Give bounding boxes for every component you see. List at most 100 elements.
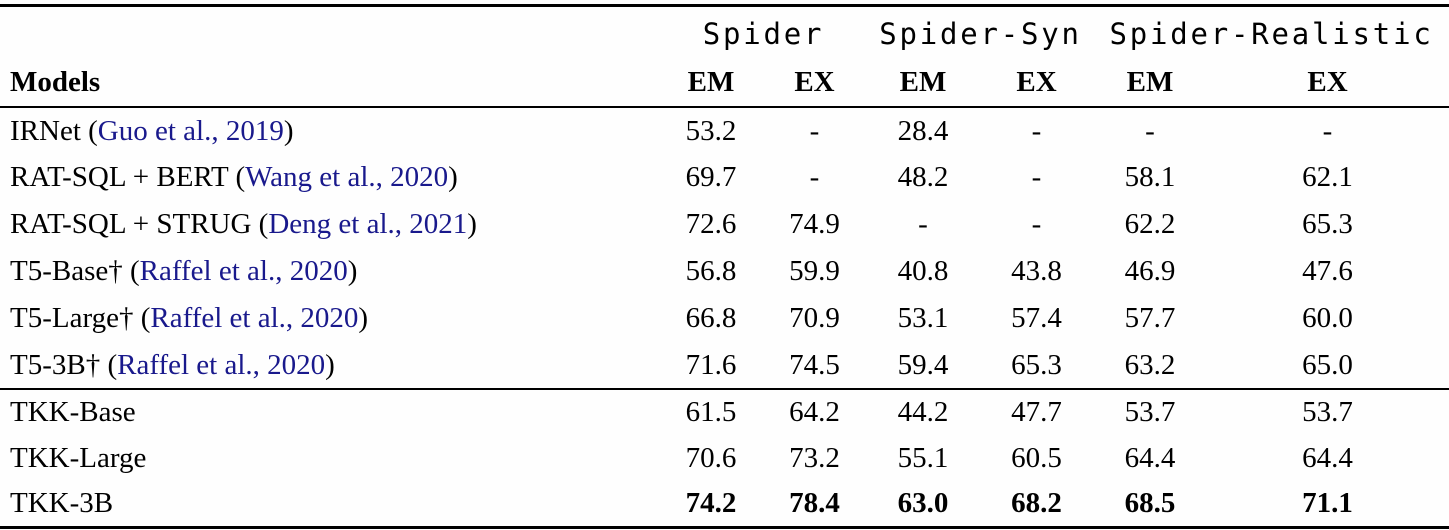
metric-value: 55.1 <box>897 441 949 474</box>
benchmark-group-header-row: Spider Spider-Syn Spider-Realistic <box>0 6 1449 54</box>
metric-value: 46.9 <box>1124 255 1176 287</box>
metric-value: - <box>1031 208 1042 240</box>
column-header-row: Models EM EX EM EX EM EX <box>0 53 1449 108</box>
model-name-cell: IRNet (Guo et al., 2019) <box>0 107 660 154</box>
metric-value: 53.2 <box>685 114 737 147</box>
metric-value: 68.5 <box>1124 486 1176 519</box>
table-row-t5-3b: T5-3B† (Raffel et al., 2020) 71.6 74.5 5… <box>0 342 1449 389</box>
metric-value: 64.2 <box>762 388 867 435</box>
model-label-end: ) <box>448 161 458 193</box>
group-header-spider-realistic: Spider-Realistic <box>1109 17 1434 51</box>
model-label: RAT-SQL + BERT ( <box>10 161 246 193</box>
metric-value: 73.2 <box>789 441 840 474</box>
metric-value: 70.9 <box>789 302 840 334</box>
metric-value: 53.7 <box>1094 388 1207 435</box>
metric-value: 53.1 <box>897 302 949 334</box>
model-label: T5-3B† ( <box>10 348 118 381</box>
model-label-end: ) <box>325 348 335 381</box>
model-name-cell: RAT-SQL + BERT (Wang et al., 2020) <box>0 154 660 201</box>
metric-value: 53.7 <box>1206 388 1449 435</box>
model-name-cell: T5-Base† (Raffel et al., 2020) <box>0 248 660 295</box>
table-row-irnet: IRNet (Guo et al., 2019) 53.2 - 28.4 - -… <box>0 107 1449 154</box>
metric-value: 47.7 <box>979 388 1095 435</box>
metric-value: 72.6 <box>685 208 737 240</box>
metric-header-ex: EX <box>979 53 1095 108</box>
group-header-spacer <box>0 6 660 54</box>
model-name-cell: RAT-SQL + STRUG (Deng et al., 2021) <box>0 201 660 248</box>
metric-value: 70.6 <box>685 441 737 474</box>
metric-header-em: EM <box>867 53 979 108</box>
citation-link[interactable]: Raffel et al., 2020 <box>139 255 348 287</box>
results-table: Spider Spider-Syn Spider-Realistic Model… <box>0 4 1449 529</box>
metric-value: 28.4 <box>897 114 949 147</box>
model-name-cell: T5-Large† (Raffel et al., 2020) <box>0 295 660 342</box>
metric-value: 65.0 <box>1302 348 1353 381</box>
metric-value: 62.1 <box>1302 161 1353 193</box>
metric-value: 57.4 <box>1011 302 1062 334</box>
table-row-t5-base: T5-Base† (Raffel et al., 2020) 56.8 59.9… <box>0 248 1449 295</box>
metric-value: - <box>809 114 820 147</box>
model-label: TKK-3B <box>10 486 114 519</box>
metric-value: 56.8 <box>685 255 737 287</box>
metric-value: 59.4 <box>897 348 949 381</box>
model-label-end: ) <box>358 302 369 334</box>
metric-value: - <box>1031 161 1042 193</box>
group-header-spider-syn: Spider-Syn <box>879 17 1082 51</box>
table-row-ratsql-strug: RAT-SQL + STRUG (Deng et al., 2021) 72.6… <box>0 201 1449 248</box>
models-column-header: Models <box>0 53 660 108</box>
metric-value: 57.7 <box>1124 302 1176 334</box>
metric-value: 48.2 <box>897 161 949 193</box>
metric-value: 43.8 <box>1011 255 1062 287</box>
model-label: T5-Base† ( <box>10 255 140 287</box>
metric-value: 62.2 <box>1124 208 1176 240</box>
citation-link[interactable]: Raffel et al., 2020 <box>117 348 326 381</box>
table-row-tkk-base: TKK-Base 61.5 64.2 44.2 47.7 53.7 53.7 <box>0 388 1449 435</box>
model-label-end: ) <box>347 255 358 287</box>
metric-header-em: EM <box>1094 53 1207 108</box>
metric-value: - <box>1031 114 1042 147</box>
model-name-cell: TKK-3B <box>0 481 660 527</box>
citation-link[interactable]: Guo et al., 2019 <box>97 114 284 147</box>
table-row-t5-large: T5-Large† (Raffel et al., 2020) 66.8 70.… <box>0 295 1449 342</box>
metric-value: 65.3 <box>1011 348 1062 381</box>
metric-value: 60.5 <box>1011 441 1062 474</box>
metric-value: 68.2 <box>1011 486 1062 519</box>
model-label: RAT-SQL + STRUG ( <box>10 208 269 240</box>
table-row-tkk-3b: TKK-3B 74.2 78.4 63.0 68.2 68.5 71.1 <box>0 481 1449 527</box>
metric-value: 66.8 <box>685 302 737 334</box>
model-label: TKK-Base <box>10 396 136 428</box>
metric-value: 58.1 <box>1124 161 1176 193</box>
model-label-end: ) <box>467 208 477 240</box>
model-label: T5-Large† ( <box>10 302 151 334</box>
metric-value: 78.4 <box>789 486 840 519</box>
metric-value: 63.2 <box>1124 348 1176 381</box>
metric-header-ex: EX <box>762 53 867 108</box>
citation-link[interactable]: Wang et al., 2020 <box>245 161 449 193</box>
metric-value: 74.2 <box>685 486 737 519</box>
metric-value: 64.4 <box>1124 441 1176 474</box>
table-row-ratsql-bert: RAT-SQL + BERT (Wang et al., 2020) 69.7 … <box>0 154 1449 201</box>
metric-value: 61.5 <box>660 388 762 435</box>
metric-value: 64.4 <box>1302 441 1353 474</box>
model-label-end: ) <box>283 114 294 147</box>
metric-value: 71.1 <box>1302 486 1353 519</box>
metric-value: 71.6 <box>685 348 737 381</box>
metric-value: - <box>918 208 928 240</box>
group-header-spider: Spider <box>702 17 825 51</box>
model-label: TKK-Large <box>10 441 147 474</box>
metric-value: 74.5 <box>789 348 840 381</box>
metric-value: 65.3 <box>1302 208 1353 240</box>
metric-header-ex: EX <box>1206 53 1449 108</box>
citation-link[interactable]: Deng et al., 2021 <box>268 208 468 240</box>
metric-value: 44.2 <box>867 388 979 435</box>
metric-header-em: EM <box>660 53 762 108</box>
metric-value: - <box>1145 114 1155 147</box>
metric-value: 69.7 <box>685 161 737 193</box>
metric-value: 60.0 <box>1302 302 1353 334</box>
metric-value: 63.0 <box>897 486 949 519</box>
metric-value: 40.8 <box>897 255 949 287</box>
citation-link[interactable]: Raffel et al., 2020 <box>150 302 359 334</box>
metric-value: - <box>1322 114 1333 147</box>
model-name-cell: TKK-Base <box>0 388 660 435</box>
metric-value: 74.9 <box>789 208 840 240</box>
